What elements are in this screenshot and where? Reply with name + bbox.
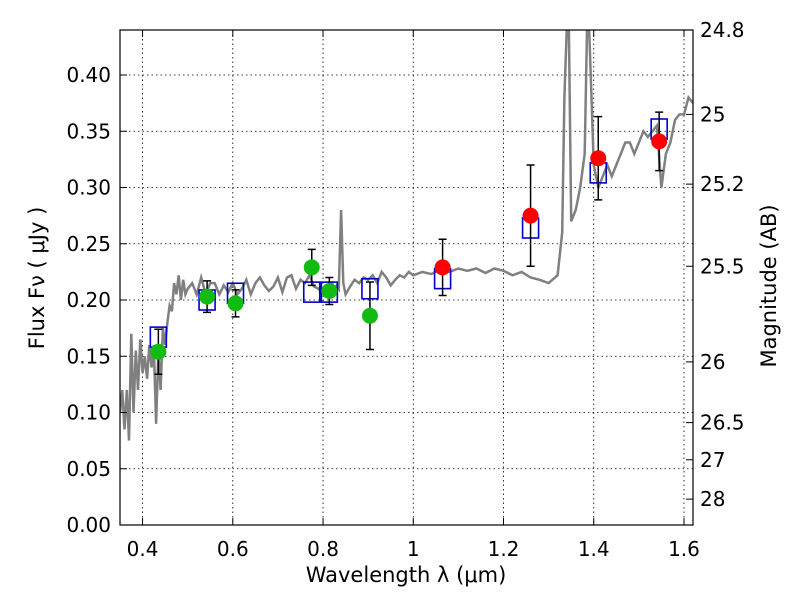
right-tick-label: 26.5	[700, 411, 745, 435]
x-tick-label: 0.4	[127, 537, 159, 561]
data-markers	[149, 111, 668, 375]
observed-point	[321, 283, 338, 299]
x-tick-label: 1	[407, 537, 420, 561]
y-tick-label: 0.10	[66, 401, 111, 425]
right-tick-label: 25.2	[700, 172, 745, 196]
right-tick-label: 28	[700, 487, 725, 511]
observed-point	[303, 259, 320, 276]
x-tick-label: 0.8	[307, 537, 339, 561]
observed-point	[434, 259, 451, 276]
observed-point	[361, 307, 378, 324]
right-axis-label: Magnitude (AB)	[757, 204, 781, 367]
y-tick-label: 0.05	[66, 457, 111, 481]
x-tick-label: 1.4	[578, 537, 610, 561]
observed-point	[227, 295, 244, 312]
y-tick-label: 0.40	[66, 63, 111, 87]
x-tick-label: 0.6	[217, 537, 249, 561]
observed-point	[590, 150, 607, 167]
axis-ticks: 0.4 0.6 0.8 1 1.2 1.4 1.6 0.00 0.05 0.10 0.15 0.20 0…	[66, 18, 744, 561]
y-tick-label: 0.35	[66, 119, 111, 143]
right-tick-label: 24.8	[700, 18, 745, 42]
observed-point	[522, 207, 539, 224]
x-tick-label: 1.6	[668, 537, 700, 561]
plot-frame	[119, 29, 694, 526]
right-tick-label: 27	[700, 448, 725, 472]
observed-point	[150, 343, 167, 360]
y-tick-label: 0.30	[66, 176, 111, 200]
y-tick-label: 0.00	[66, 513, 111, 537]
y-tick-label: 0.25	[66, 232, 111, 256]
right-tick-label: 25	[700, 102, 725, 126]
right-tick-label: 26	[700, 350, 725, 374]
grid-lines	[120, 30, 693, 526]
y-tick-label: 0.20	[66, 288, 111, 312]
x-axis-label: Wavelength λ (μm)	[306, 563, 507, 587]
y-tick-label: 0.15	[66, 344, 111, 368]
x-tick-label: 1.2	[488, 537, 520, 561]
observed-point	[651, 133, 668, 150]
observed-point	[199, 288, 216, 305]
right-tick-label: 25.5	[700, 254, 745, 278]
y-axis-label: Flux Fν ( μJy )	[25, 207, 49, 350]
